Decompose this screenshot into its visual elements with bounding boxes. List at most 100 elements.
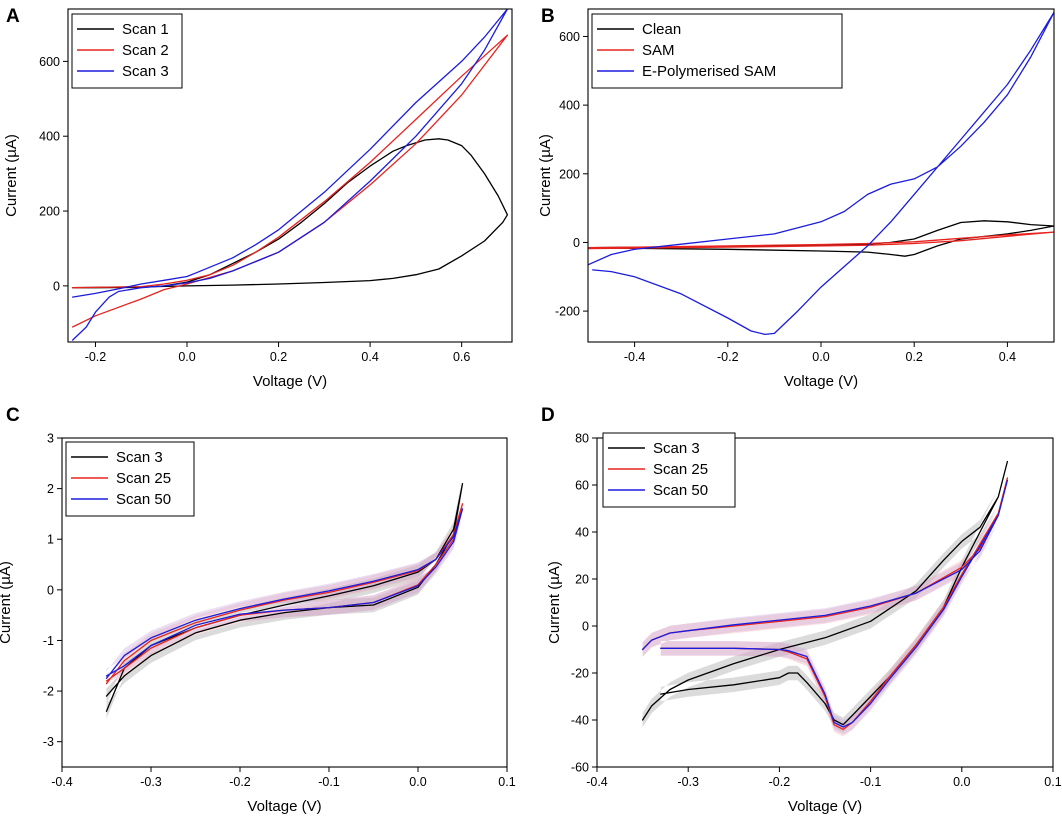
series-line-scan-3 bbox=[71, 9, 509, 341]
legend-label: Scan 3 bbox=[653, 440, 700, 457]
x-tick-label: 0.0 bbox=[812, 350, 829, 364]
x-tick-label: 0.2 bbox=[270, 350, 287, 364]
y-tick-label: -40 bbox=[571, 714, 589, 728]
y-tick-label: 1 bbox=[47, 533, 54, 547]
y-axis-title: Current (µA) bbox=[546, 561, 563, 644]
series-line-sam bbox=[588, 231, 1054, 250]
x-tick-label: 0.4 bbox=[999, 350, 1016, 364]
x-tick-label: -0.4 bbox=[586, 775, 608, 789]
error-band-scan-25 bbox=[106, 496, 463, 691]
error-band-scan-50 bbox=[106, 501, 463, 686]
legend-label: Scan 3 bbox=[122, 63, 169, 80]
panel-d: D -0.4 -0.3 -0.2 -0.1 0.0 0.1 -60 -40 -20 0 20 40 60 8… bbox=[541, 405, 1062, 815]
y-tick-label: 3 bbox=[47, 432, 54, 446]
plot-area bbox=[71, 9, 509, 341]
legend-box bbox=[602, 432, 736, 508]
panel-letter: C bbox=[6, 405, 20, 426]
y-tick-label: 400 bbox=[39, 130, 60, 144]
x-axis-title: Voltage (V) bbox=[784, 373, 858, 390]
x-tick-label: -0.2 bbox=[769, 775, 791, 789]
plot-frame bbox=[596, 437, 1054, 768]
plot-area bbox=[588, 11, 1054, 336]
y-tick-label: 20 bbox=[575, 573, 589, 587]
x-tick-label: -0.1 bbox=[860, 775, 882, 789]
y-tick-label: 0 bbox=[573, 236, 580, 250]
legend-box bbox=[71, 13, 183, 89]
x-tick-label: -0.4 bbox=[51, 775, 73, 789]
x-tick-label: -0.3 bbox=[677, 775, 699, 789]
y-tick-label: 0 bbox=[53, 279, 60, 293]
x-axis-title: Voltage (V) bbox=[253, 373, 327, 390]
y-axis-title: Current (µA) bbox=[0, 561, 14, 644]
legend-label: Scan 3 bbox=[116, 449, 163, 466]
error-band-scan-3 bbox=[642, 454, 1008, 732]
x-axis-title: Voltage (V) bbox=[247, 798, 321, 815]
y-tick-label: 200 bbox=[39, 205, 60, 219]
x-tick-label: 0.6 bbox=[453, 350, 470, 364]
y-tick-label: 0 bbox=[47, 583, 54, 597]
legend-label: Scan 50 bbox=[116, 491, 171, 508]
series-line-e-polymerised-sam bbox=[588, 11, 1054, 336]
legend-label: Scan 1 bbox=[122, 21, 169, 38]
legend-label: Clean bbox=[642, 21, 681, 38]
legend: Scan 1 Scan 2 Scan 3 bbox=[71, 13, 183, 89]
series-line-scan-25 bbox=[105, 503, 464, 685]
legend-label: Scan 25 bbox=[653, 461, 708, 478]
x-tick-label: 0.0 bbox=[178, 350, 195, 364]
x-tick-label: 0.0 bbox=[953, 775, 970, 789]
legend: Scan 3 Scan 25 Scan 50 bbox=[602, 432, 736, 508]
panel-a: A -0.2 0.0 0.2 0.4 0.6 0 200 400 600 Voltage (V) Cu… bbox=[3, 6, 513, 390]
y-tick-label: 600 bbox=[559, 30, 580, 44]
legend: Scan 3 Scan 25 Scan 50 bbox=[65, 441, 195, 517]
legend-box bbox=[591, 13, 843, 89]
x-tick-label: 0.2 bbox=[906, 350, 923, 364]
series-line-scan-1 bbox=[71, 138, 509, 289]
y-axis-title: Current (µA) bbox=[3, 134, 20, 217]
x-tick-label: -0.2 bbox=[85, 350, 107, 364]
panel-letter: B bbox=[541, 6, 555, 27]
y-tick-label: -200 bbox=[555, 305, 580, 319]
x-tick-label: 0.0 bbox=[409, 775, 426, 789]
legend-label: Scan 2 bbox=[122, 42, 169, 59]
y-tick-label: -60 bbox=[571, 761, 589, 775]
x-tick-label: -0.1 bbox=[318, 775, 340, 789]
plot-frame bbox=[61, 437, 508, 768]
y-tick-label: 600 bbox=[39, 55, 60, 69]
plot-area bbox=[641, 454, 1009, 737]
x-tick-label: -0.3 bbox=[140, 775, 162, 789]
x-tick-label: -0.2 bbox=[717, 350, 739, 364]
x-tick-label: 0.1 bbox=[1044, 775, 1061, 789]
y-tick-label: 2 bbox=[47, 482, 54, 496]
series-line-scan-50 bbox=[105, 508, 464, 680]
legend-label: SAM bbox=[642, 42, 675, 59]
plot-area bbox=[105, 476, 464, 719]
y-axis-title: Current (µA) bbox=[537, 134, 554, 217]
series-line-scan-50 bbox=[641, 479, 1009, 728]
y-tick-label: 400 bbox=[559, 99, 580, 113]
series-line-scan-25 bbox=[641, 477, 1009, 731]
legend: Clean SAM E-Polymerised SAM bbox=[591, 13, 843, 89]
x-tick-label: 0.1 bbox=[498, 775, 515, 789]
panel-letter: D bbox=[541, 405, 555, 426]
legend-label: Scan 25 bbox=[116, 470, 171, 487]
legend-label: Scan 50 bbox=[653, 482, 708, 499]
x-tick-label: -0.2 bbox=[229, 775, 251, 789]
panel-letter: A bbox=[6, 6, 20, 27]
y-tick-label: 40 bbox=[575, 526, 589, 540]
panel-c: C -0.4 -0.3 -0.2 -0.1 0.0 0.1 -3 -2 -1 0 1 2 3 Voltage… bbox=[0, 405, 516, 815]
y-tick-label: 60 bbox=[575, 479, 589, 493]
plot-frame bbox=[67, 8, 513, 343]
legend-box bbox=[65, 441, 195, 517]
panel-b: B -0.4 -0.2 0.0 0.2 0.4 -200 0 200 400 600 Voltage … bbox=[537, 6, 1055, 390]
x-tick-label: -0.4 bbox=[624, 350, 646, 364]
x-tick-label: 0.4 bbox=[361, 350, 378, 364]
legend-label: E-Polymerised SAM bbox=[642, 63, 776, 80]
y-tick-label: 0 bbox=[582, 620, 589, 634]
y-tick-label: 200 bbox=[559, 167, 580, 181]
y-tick-label: -1 bbox=[43, 634, 54, 648]
y-tick-label: 80 bbox=[575, 432, 589, 446]
x-axis-title: Voltage (V) bbox=[788, 798, 862, 815]
series-line-scan-3 bbox=[641, 460, 1009, 726]
